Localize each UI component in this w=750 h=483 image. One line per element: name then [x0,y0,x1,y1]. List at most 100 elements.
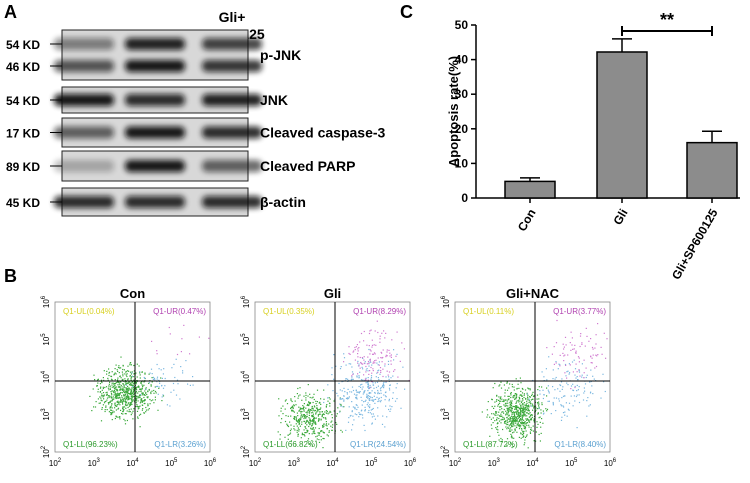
event-dot [381,352,383,354]
event-dot [298,430,300,432]
event-dot [313,431,315,433]
event-dot [316,411,318,413]
event-dot [154,390,157,393]
event-dot [119,401,121,403]
event-dot [586,400,588,402]
event-dot [507,395,509,397]
event-dot [133,388,135,390]
event-dot [535,407,537,409]
event-dot [141,381,143,383]
event-dot [528,408,530,410]
event-dot [515,406,517,408]
event-dot [509,427,512,429]
event-dot [575,395,578,398]
event-dot [150,384,152,386]
event-dot [526,405,528,407]
event-dot [308,433,310,435]
event-dot [512,416,514,418]
event-dot [357,406,359,408]
event-dot [575,377,577,379]
tick-base: 10 [604,459,613,468]
event-dot [97,391,99,393]
event-dot [171,367,173,369]
event-dot [341,381,343,383]
event-dot [355,389,357,391]
event-dot [376,396,378,398]
event-dot [520,406,522,408]
event-dot [122,408,124,410]
band [125,196,185,208]
event-dot [511,407,513,409]
event-dot [559,365,561,367]
event-dot [312,428,314,430]
event-dot [501,411,503,413]
event-dot [94,406,97,408]
event-dot [305,394,307,396]
event-dot [117,377,119,379]
event-dot [370,386,372,388]
event-dot [377,371,379,373]
event-dot [526,407,528,409]
event-dot [506,381,508,383]
event-dot [501,408,503,410]
event-dot [117,370,119,372]
event-dot [113,411,115,413]
event-dot [355,404,357,406]
event-dot [111,386,113,388]
event-dot [322,431,324,433]
event-dot [343,361,345,363]
tick-exponent: 2 [458,458,462,464]
event-dot [343,395,345,397]
tick-base: 10 [442,336,451,345]
event-dot [132,385,134,387]
event-dot [321,416,323,418]
event-dot [97,379,99,381]
event-dot [582,399,585,401]
event-dot [384,363,386,365]
event-dot [320,403,322,405]
event-dot [509,406,511,408]
event-dot [102,387,104,390]
event-dot [359,391,361,393]
event-dot [603,381,605,383]
event-dot [360,361,362,364]
tick-exponent: 6 [241,295,247,299]
event-dot [166,404,168,406]
event-dot [371,364,373,366]
event-dot [302,405,304,407]
tick-exponent: 3 [97,458,101,464]
event-dot [505,426,507,428]
event-dot [129,364,131,366]
event-dot [385,332,387,334]
event-dot [576,384,578,386]
event-dot [524,415,526,417]
event-dot [530,405,532,407]
event-dot [497,431,499,433]
event-dot [500,413,502,415]
event-dot [382,384,384,387]
event-dot [367,405,369,407]
event-dot [503,422,506,424]
event-dot [370,379,372,381]
event-dot [122,368,124,371]
event-dot [318,418,320,420]
event-dot [115,405,117,407]
event-dot [109,388,111,390]
event-dot [368,345,370,347]
event-dot [363,374,365,376]
y-axis-label: Apoptosis rate(%) [446,56,461,167]
event-dot [326,425,328,427]
event-dot [373,399,375,401]
event-dot [308,417,310,419]
event-dot [122,410,124,413]
event-dot [376,372,378,374]
event-dot [119,418,121,420]
tick-exponent: 3 [441,408,447,412]
event-dot [520,423,522,425]
event-dot [508,414,510,416]
event-dot [355,396,357,399]
event-dot [396,398,398,400]
event-dot [498,417,500,420]
event-dot [376,320,378,322]
event-dot [301,408,303,410]
